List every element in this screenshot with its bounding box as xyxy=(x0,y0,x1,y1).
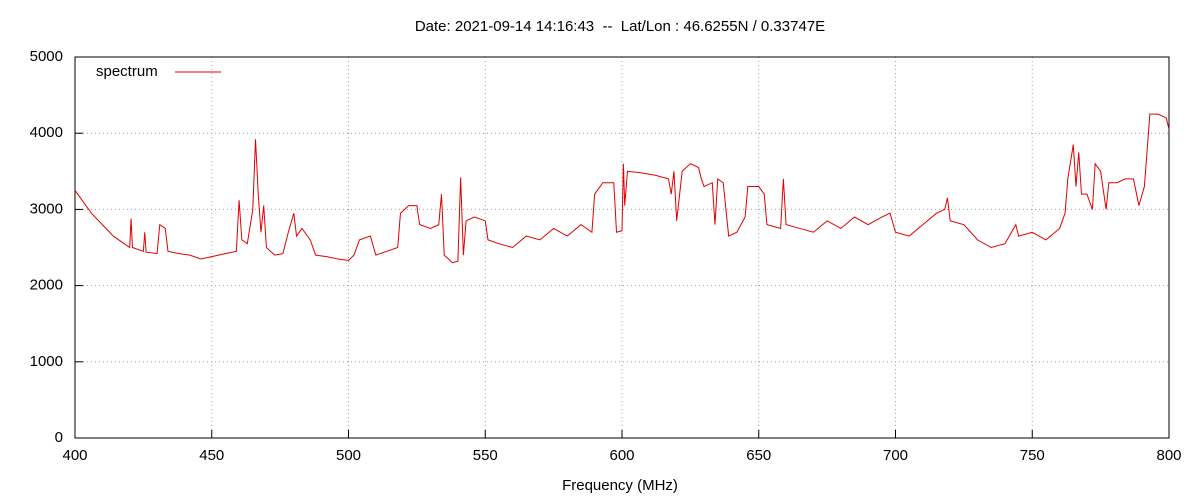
y-tick-label: 4000 xyxy=(30,124,63,141)
y-tick-label: 0 xyxy=(55,429,63,446)
data-line xyxy=(74,113,1170,264)
y-tick-label: 1000 xyxy=(30,353,63,370)
x-tick-label: 700 xyxy=(883,447,908,464)
chart-title: Date: 2021-09-14 14:16:43 -- Lat/Lon : 4… xyxy=(415,18,825,35)
x-tick-label: 450 xyxy=(199,447,224,464)
x-tick-label: 750 xyxy=(1020,447,1045,464)
y-tick-label: 3000 xyxy=(30,200,63,217)
plot-border xyxy=(74,56,1170,439)
y-tick-label: 2000 xyxy=(30,277,63,294)
x-tick-label: 600 xyxy=(609,447,634,464)
x-axis-label: Frequency (MHz) xyxy=(562,477,678,494)
x-tick-label: 400 xyxy=(62,447,87,464)
x-tick-label: 650 xyxy=(746,447,771,464)
y-tick-label: 5000 xyxy=(30,48,63,65)
x-tick-label: 800 xyxy=(1156,447,1181,464)
legend-label: spectrum xyxy=(96,63,158,80)
x-tick-label: 550 xyxy=(473,447,498,464)
x-tick-label: 500 xyxy=(336,447,361,464)
